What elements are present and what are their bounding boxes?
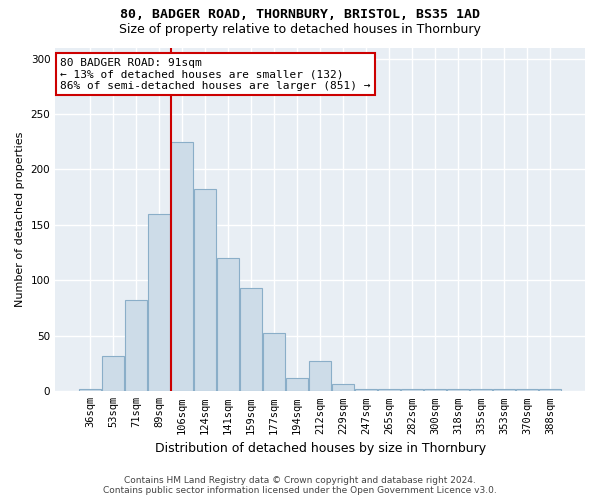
Text: 80 BADGER ROAD: 91sqm
← 13% of detached houses are smaller (132)
86% of semi-det: 80 BADGER ROAD: 91sqm ← 13% of detached …	[61, 58, 371, 91]
Bar	[286, 378, 308, 392]
Bar	[240, 288, 262, 392]
Bar	[148, 214, 170, 392]
Bar	[539, 389, 561, 392]
Bar	[79, 389, 101, 392]
Bar	[516, 389, 538, 392]
Bar	[493, 389, 515, 392]
Bar	[309, 362, 331, 392]
Bar	[102, 356, 124, 392]
Bar	[401, 389, 423, 392]
Bar	[217, 258, 239, 392]
Bar	[194, 190, 216, 392]
Text: 80, BADGER ROAD, THORNBURY, BRISTOL, BS35 1AD: 80, BADGER ROAD, THORNBURY, BRISTOL, BS3…	[120, 8, 480, 20]
Bar	[171, 142, 193, 392]
Bar	[125, 300, 147, 392]
Text: Contains HM Land Registry data © Crown copyright and database right 2024.
Contai: Contains HM Land Registry data © Crown c…	[103, 476, 497, 495]
Bar	[447, 389, 469, 392]
Bar	[378, 389, 400, 392]
Bar	[470, 389, 492, 392]
X-axis label: Distribution of detached houses by size in Thornbury: Distribution of detached houses by size …	[155, 442, 485, 455]
Y-axis label: Number of detached properties: Number of detached properties	[15, 132, 25, 307]
Bar	[332, 384, 354, 392]
Bar	[263, 332, 285, 392]
Bar	[424, 389, 446, 392]
Text: Size of property relative to detached houses in Thornbury: Size of property relative to detached ho…	[119, 22, 481, 36]
Bar	[355, 389, 377, 392]
